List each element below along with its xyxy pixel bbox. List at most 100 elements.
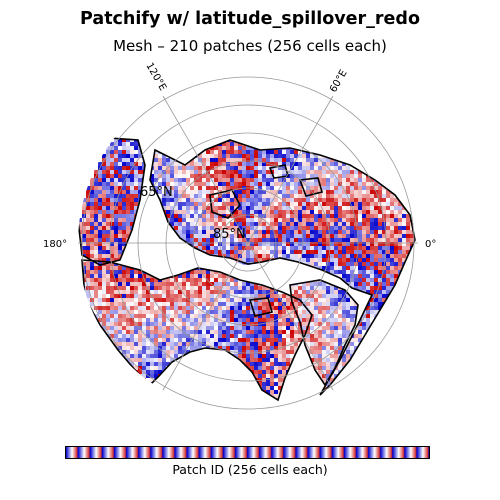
- patch-cell: [206, 122, 210, 126]
- patch-cell: [178, 138, 182, 142]
- patch-cell: [142, 130, 146, 134]
- patch-cell: [178, 314, 182, 318]
- patch-cell: [194, 286, 198, 290]
- patch-cell: [202, 206, 206, 210]
- patch-cell: [94, 294, 98, 298]
- patch-cell: [358, 258, 362, 262]
- patch-cell: [326, 250, 330, 254]
- patch-cell: [250, 154, 254, 158]
- patch-cell: [266, 266, 270, 270]
- patch-cell: [374, 150, 378, 154]
- patch-cell: [222, 286, 226, 290]
- patch-cell: [294, 230, 298, 234]
- patch-cell: [198, 278, 202, 282]
- patch-cell: [190, 238, 194, 242]
- patch-cell: [370, 186, 374, 190]
- patch-cell: [238, 314, 242, 318]
- patch-cell: [306, 318, 310, 322]
- patch-cell: [286, 178, 290, 182]
- patch-cell: [230, 106, 234, 110]
- patch-cell: [198, 134, 202, 138]
- patch-cell: [182, 226, 186, 230]
- patch-cell: [210, 190, 214, 194]
- patch-cell: [122, 222, 126, 226]
- patch-cell: [378, 230, 382, 234]
- patch-cell: [242, 310, 246, 314]
- patch-cell: [174, 318, 178, 322]
- patch-cell: [378, 174, 382, 178]
- patch-cell: [270, 94, 274, 98]
- patch-cell: [414, 274, 415, 278]
- patch-cell: [154, 170, 158, 174]
- patch-cell: [118, 346, 122, 350]
- patch-cell: [362, 274, 366, 278]
- patch-cell: [190, 242, 194, 246]
- patch-cell: [390, 310, 394, 314]
- patch-cell: [306, 270, 310, 274]
- patch-cell: [222, 194, 226, 198]
- patch-cell: [302, 314, 306, 318]
- patch-cell: [150, 146, 154, 150]
- patch-cell: [158, 118, 162, 122]
- patch-cell: [418, 218, 422, 222]
- patch-cell: [286, 302, 290, 306]
- patch-cell: [370, 198, 374, 202]
- patch-cell: [130, 346, 134, 350]
- patch-cell: [114, 186, 118, 190]
- patch-cell: [158, 142, 162, 146]
- patch-cell: [218, 102, 222, 106]
- patch-cell: [362, 218, 366, 222]
- patch-cell: [278, 218, 282, 222]
- patch-cell: [322, 122, 326, 126]
- patch-cell: [314, 242, 318, 246]
- patch-cell: [106, 278, 110, 282]
- patch-cell: [282, 222, 286, 226]
- patch-cell: [182, 274, 186, 278]
- patch-cell: [230, 182, 234, 186]
- patch-cell: [206, 182, 210, 186]
- patch-cell: [194, 110, 198, 114]
- patch-cell: [322, 158, 326, 162]
- patch-cell: [346, 230, 350, 234]
- patch-cell: [230, 206, 234, 210]
- patch-cell: [226, 178, 230, 182]
- patch-cell: [406, 242, 410, 246]
- patch-cell: [178, 94, 182, 98]
- patch-cell: [286, 218, 290, 222]
- patch-cell: [266, 138, 270, 142]
- patch-cell: [262, 290, 266, 294]
- patch-cell: [242, 342, 246, 346]
- patch-cell: [262, 98, 266, 102]
- patch-cell: [310, 162, 314, 166]
- patch-cell: [174, 246, 178, 250]
- patch-cell: [342, 122, 346, 126]
- patch-cell: [378, 170, 382, 174]
- patch-cell: [106, 170, 110, 174]
- patch-cell: [94, 194, 98, 198]
- patch-cell: [374, 238, 378, 242]
- patch-cell: [122, 294, 126, 298]
- patch-cell: [166, 142, 170, 146]
- patch-cell: [162, 158, 166, 162]
- patch-cell: [98, 210, 102, 214]
- patch-cell: [210, 114, 214, 118]
- patch-cell: [234, 206, 238, 210]
- patch-cell: [282, 206, 286, 210]
- patch-cell: [190, 130, 194, 134]
- patch-cell: [378, 262, 382, 266]
- patch-cell: [270, 210, 274, 214]
- patch-cell: [342, 238, 346, 242]
- patch-cell: [102, 294, 106, 298]
- patch-cell: [202, 158, 206, 162]
- patch-cell: [410, 294, 414, 298]
- patch-cell: [310, 326, 314, 330]
- patch-cell: [398, 206, 402, 210]
- patch-cell: [298, 138, 302, 142]
- patch-cell: [330, 294, 334, 298]
- patch-cell: [90, 234, 94, 238]
- patch-cell: [350, 262, 354, 266]
- patch-cell: [402, 254, 406, 258]
- patch-cell: [118, 202, 122, 206]
- patch-cell: [202, 246, 206, 250]
- patch-cell: [402, 286, 406, 290]
